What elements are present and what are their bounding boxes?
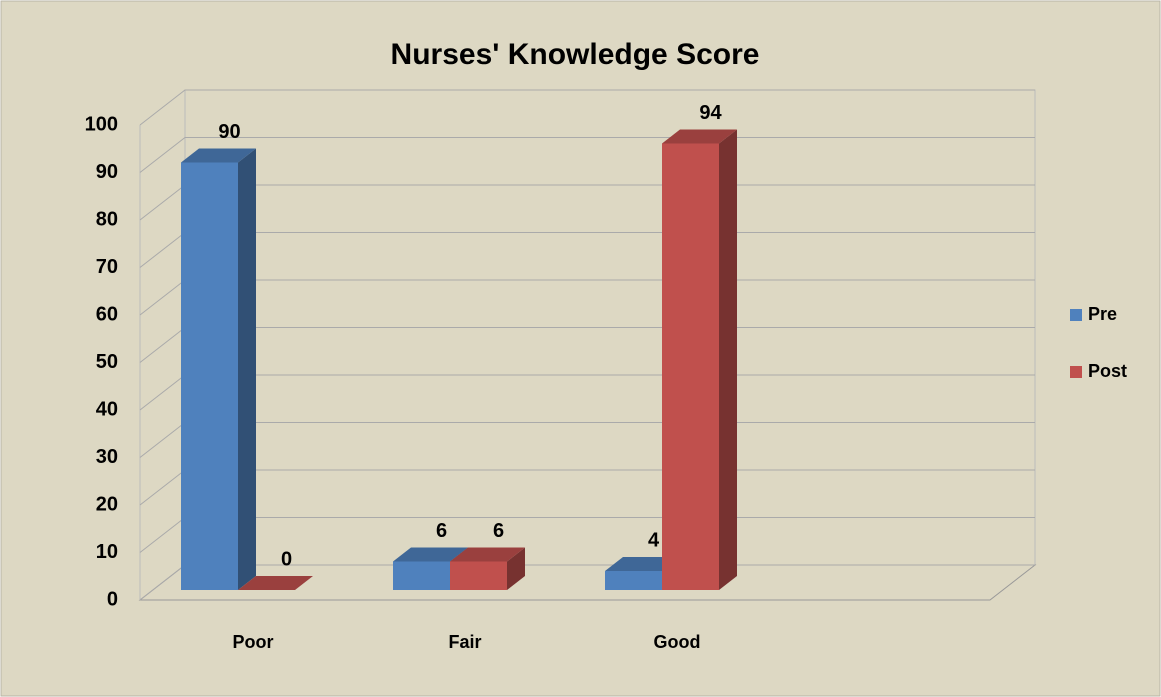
bar (662, 129, 737, 590)
y-tick-label: 40 (96, 398, 118, 420)
legend-label: Post (1088, 361, 1127, 381)
y-tick-label: 90 (96, 161, 118, 183)
y-tick-label: 10 (96, 541, 118, 563)
data-label: 6 (436, 520, 447, 542)
y-tick-label: 60 (96, 303, 118, 325)
bar-front (393, 561, 450, 590)
y-tick-label: 0 (107, 588, 118, 610)
y-tick-label: 20 (96, 493, 118, 515)
grid-line (139, 137, 1035, 173)
bar-top (450, 547, 525, 562)
bar-top (393, 547, 468, 562)
y-tick-label: 100 (85, 113, 118, 135)
bar-side (507, 547, 525, 590)
bar-top (238, 576, 313, 590)
data-label: 94 (699, 102, 722, 124)
y-tick-label: 30 (96, 446, 118, 468)
bar-front (605, 571, 662, 590)
legend-label: Pre (1088, 304, 1117, 324)
bar-front (450, 561, 507, 590)
bar-top (605, 557, 680, 571)
bar (450, 547, 525, 590)
legend-swatch (1070, 366, 1082, 378)
bar-side (719, 129, 737, 590)
y-tick-label: 50 (96, 351, 118, 373)
bar-top (662, 129, 737, 144)
bar-side (238, 148, 256, 590)
grid-line (139, 89, 1035, 126)
bar-front (662, 143, 719, 590)
bar-front (181, 162, 238, 590)
bar-top (181, 148, 256, 163)
x-tick-label: Fair (448, 632, 481, 652)
bar (181, 148, 256, 590)
bar (238, 576, 313, 590)
data-label: 0 (281, 548, 292, 570)
data-label: 4 (648, 529, 660, 551)
chart-title: Nurses' Knowledge Score (391, 38, 760, 71)
x-tick-label: Poor (232, 632, 273, 652)
y-tick-label: 80 (96, 208, 118, 230)
x-tick-label: Good (654, 632, 701, 652)
legend-swatch (1070, 309, 1082, 321)
y-tick-label: 70 (96, 256, 118, 278)
data-label: 6 (493, 520, 504, 542)
data-label: 90 (218, 121, 240, 143)
